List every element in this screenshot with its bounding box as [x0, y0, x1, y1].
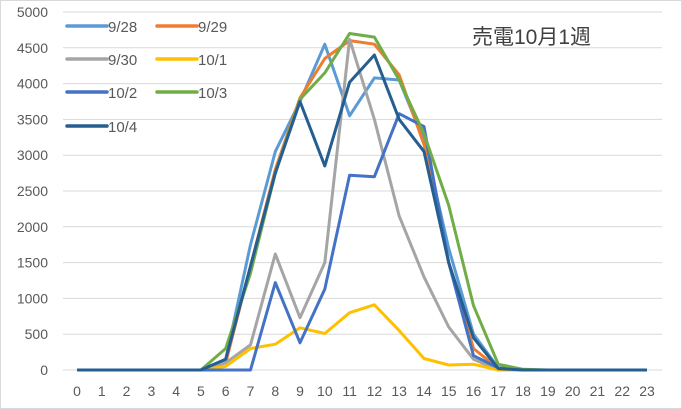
y-tick-label: 2000 [17, 219, 48, 235]
x-tick-label: 16 [466, 383, 482, 399]
series-line-10-1 [77, 303, 647, 372]
x-tick-label: 6 [222, 383, 230, 399]
x-tick-label: 7 [247, 383, 255, 399]
y-axis: 0 500 1000 1500 2000 2500 3000 3500 4000 4500 5000 [17, 4, 48, 378]
legend-item: 10/4 [65, 119, 137, 136]
legend: 9/28 9/29 9/30 10/1 10/2 10/3 10/4 [65, 19, 227, 136]
x-tick-label: 18 [515, 383, 531, 399]
chart-title: 売電10月1週 [472, 26, 591, 49]
x-tick-label: 1 [98, 383, 106, 399]
legend-label: 9/29 [198, 19, 227, 36]
x-tick-label: 5 [197, 383, 205, 399]
y-tick-label: 4500 [17, 40, 48, 56]
x-tick-label: 10 [317, 383, 333, 399]
x-tick-label: 8 [271, 383, 279, 399]
x-tick-label: 21 [590, 383, 606, 399]
y-tick-label: 5000 [17, 4, 48, 20]
legend-item: 9/30 [65, 52, 137, 69]
x-tick-label: 0 [73, 383, 81, 399]
x-tick-label: 23 [639, 383, 655, 399]
x-tick-label: 2 [123, 383, 131, 399]
x-tick-label: 13 [391, 383, 407, 399]
y-tick-label: 1500 [17, 255, 48, 271]
x-tick-label: 12 [367, 383, 383, 399]
x-tick-label: 17 [491, 383, 507, 399]
y-tick-label: 2500 [17, 183, 48, 199]
x-tick-label: 22 [614, 383, 630, 399]
legend-item: 9/28 [65, 19, 137, 36]
legend-label: 9/28 [108, 19, 137, 36]
legend-label: 9/30 [108, 52, 137, 69]
y-tick-label: 4000 [17, 76, 48, 92]
x-tick-label: 11 [342, 383, 357, 399]
x-tick-label: 14 [416, 383, 432, 399]
x-tick-label: 19 [540, 383, 556, 399]
legend-label: 10/1 [198, 52, 227, 69]
x-tick-label: 15 [441, 383, 457, 399]
x-tick-label: 9 [296, 383, 304, 399]
series-line-9-29 [77, 39, 647, 372]
y-tick-label: 0 [40, 362, 48, 378]
legend-item: 10/1 [155, 52, 227, 69]
series-line-10-2 [77, 112, 647, 372]
x-axis: 0 1 2 3 4 5 6 7 8 9 10 11 12 13 14 15 16 17 18 19 20 21 22 23 [73, 383, 655, 399]
series-line-9-30 [77, 37, 647, 372]
y-tick-label: 1000 [17, 290, 48, 306]
series-line-10-4 [77, 53, 647, 372]
legend-label: 10/2 [108, 85, 137, 102]
legend-label: 10/4 [108, 119, 137, 136]
y-tick-label: 3000 [17, 147, 48, 163]
x-tick-label: 20 [565, 383, 581, 399]
legend-label: 10/3 [198, 85, 227, 102]
legend-item: 10/2 [65, 85, 137, 102]
legend-item: 9/29 [155, 19, 227, 36]
y-tick-label: 3500 [17, 111, 48, 127]
gridlines [63, 11, 662, 371]
x-tick-label: 3 [147, 383, 155, 399]
y-tick-label: 500 [25, 326, 49, 342]
series-lines [77, 32, 647, 372]
legend-item: 10/3 [155, 85, 227, 102]
x-tick-label: 4 [172, 383, 180, 399]
